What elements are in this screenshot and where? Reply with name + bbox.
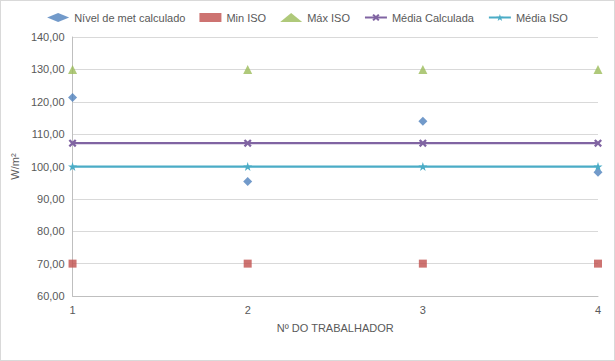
svg-text:110,00: 110,00 <box>32 128 65 140</box>
svg-text:130,00: 130,00 <box>31 63 65 75</box>
svg-text:2: 2 <box>245 304 251 316</box>
svg-text:W/m²: W/m² <box>9 153 21 180</box>
svg-text:Média Calculada: Média Calculada <box>392 12 475 24</box>
svg-text:Min ISO: Min ISO <box>226 12 266 24</box>
svg-text:4: 4 <box>595 304 601 316</box>
svg-text:Nível de met calculado: Nível de met calculado <box>74 12 185 24</box>
svg-text:3: 3 <box>420 304 426 316</box>
svg-text:1: 1 <box>69 304 75 316</box>
svg-text:Nº DO TRABALHADOR: Nº DO TRABALHADOR <box>277 322 394 334</box>
svg-text:Média ISO: Média ISO <box>516 12 568 24</box>
svg-text:80,00: 80,00 <box>37 225 65 237</box>
svg-text:Máx ISO: Máx ISO <box>307 12 350 24</box>
svg-text:140,00: 140,00 <box>31 31 65 43</box>
svg-text:100,00: 100,00 <box>31 161 65 173</box>
svg-text:90,00: 90,00 <box>37 193 65 205</box>
svg-text:70,00: 70,00 <box>37 258 65 270</box>
svg-text:60,00: 60,00 <box>37 290 65 302</box>
svg-text:120,00: 120,00 <box>31 96 65 108</box>
